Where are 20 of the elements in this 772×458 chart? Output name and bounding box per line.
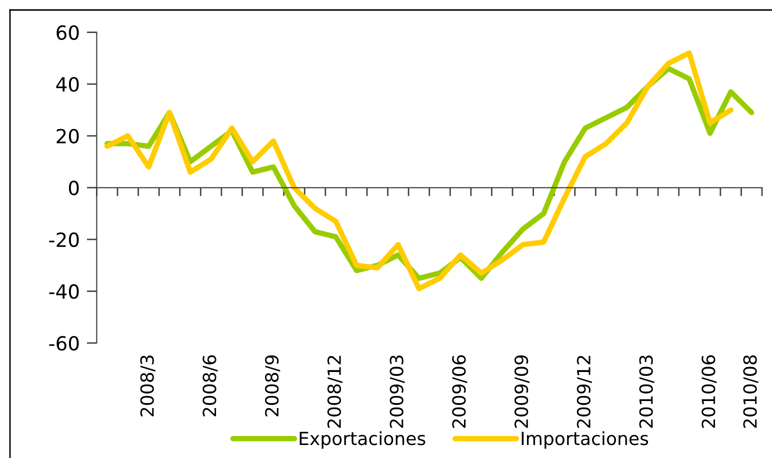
x-tick-label: 2008/3 — [140, 356, 156, 416]
legend-label: Importaciones — [522, 431, 648, 449]
x-tick-label: 2009/06 — [452, 355, 468, 428]
x-tick-label: 2010/08 — [743, 355, 758, 428]
x-tick-label: 2008/9 — [265, 355, 280, 416]
y-tick-label: -60 — [49, 336, 79, 351]
y-tick-label: -20 — [49, 232, 79, 248]
legend-label: Exportaciones — [300, 431, 426, 449]
x-tick-label: 2009/09 — [514, 355, 530, 428]
x-tick-label: 2010/03 — [639, 356, 654, 428]
y-tick-label: 40 — [56, 77, 79, 92]
x-tick-label: 2009/03 — [390, 356, 405, 428]
x-tick-label: 2008/6 — [202, 355, 218, 416]
y-tick-label: 0 — [68, 180, 79, 196]
y-tick-label: 20 — [56, 128, 79, 144]
x-tick-label: 2010/06 — [702, 355, 717, 428]
x-tick-label: 2009/12 — [576, 356, 592, 428]
y-tick-label: -40 — [49, 284, 79, 299]
x-tick-label: 2008/12 — [327, 356, 342, 428]
y-tick-label: 60 — [56, 25, 79, 40]
